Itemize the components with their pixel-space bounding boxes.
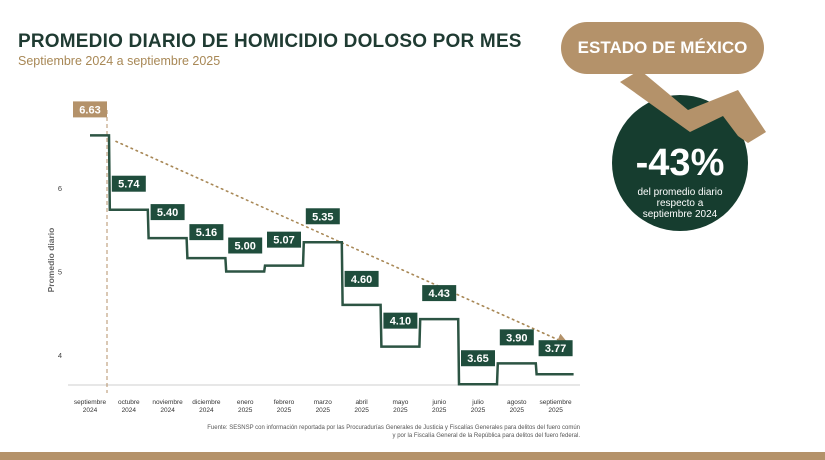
- data-label: 4.43: [428, 288, 449, 300]
- data-label: 5.40: [157, 207, 178, 219]
- x-tick-year: 2024: [122, 407, 137, 414]
- source-note: Fuente: SESNSP con información reportada…: [160, 425, 580, 440]
- x-tick-label: noviembre: [152, 399, 183, 406]
- data-label: 3.65: [467, 353, 488, 365]
- state-badge: ESTADO DE MÉXICO: [561, 22, 764, 74]
- data-label: 5.07: [273, 235, 294, 247]
- x-tick-label: febrero: [274, 399, 295, 406]
- trend-dotted-arrow: [115, 140, 570, 346]
- data-label-box: [538, 340, 573, 357]
- data-label-box: [305, 208, 340, 225]
- bottom-accent-bar: [0, 452, 825, 460]
- kpi-caption-2: respecto a: [657, 198, 704, 209]
- x-tick-label: enero: [237, 399, 254, 406]
- x-tick-year: 2025: [471, 407, 486, 414]
- source-line-1: Fuente: SESNSP con información reportada…: [207, 425, 580, 431]
- y-tick-label: 4: [58, 351, 62, 360]
- data-label-box: [228, 237, 263, 254]
- data-label: 4.60: [351, 274, 372, 286]
- x-tick-label: junio: [431, 399, 446, 406]
- x-tick-label: mayo: [392, 399, 408, 406]
- y-tick-label: 6: [58, 184, 62, 193]
- x-tick-year: 2024: [199, 407, 214, 414]
- x-tick-label: octubre: [118, 399, 140, 406]
- x-tick-year: 2025: [393, 407, 408, 414]
- data-label: 3.77: [545, 343, 566, 355]
- chart-title: PROMEDIO DIARIO DE HOMICIDIO DOLOSO POR …: [18, 31, 522, 52]
- data-label: 5.16: [196, 227, 217, 239]
- y-axis-label: Promedio diario: [46, 228, 56, 293]
- kpi-caption-3: septiembre 2024: [643, 209, 718, 220]
- chart-subtitle: Septiembre 2024 a septiembre 2025: [18, 54, 221, 68]
- data-label: 3.90: [506, 332, 527, 344]
- data-label-box: [499, 329, 534, 346]
- data-label-box: [461, 350, 495, 367]
- kpi-circle: [612, 95, 748, 231]
- data-label-box: [150, 204, 185, 221]
- kpi-caption-1: del promedio diario: [637, 187, 722, 198]
- kpi-value: -43%: [636, 142, 725, 184]
- x-tick-year: 2025: [238, 407, 253, 414]
- data-label-box: [383, 312, 418, 329]
- source-line-2: y por la Fiscalía General de la Repúblic…: [392, 432, 580, 439]
- data-label: 5.00: [234, 241, 255, 253]
- series-step-line: [90, 134, 574, 386]
- x-tick-year: 2024: [160, 407, 175, 414]
- x-tick-year: 2025: [354, 407, 369, 414]
- kpi-decoration: -43% del promedio diario respecto a sept…: [612, 70, 766, 231]
- x-tick-year: 2025: [432, 407, 447, 414]
- x-tick-year: 2025: [277, 407, 292, 414]
- x-tick-year: 2025: [316, 407, 331, 414]
- data-label-box: [267, 231, 301, 248]
- x-tick-year: 2025: [548, 407, 563, 414]
- data-label-box: [422, 285, 457, 302]
- x-tick-label: septiembre: [74, 399, 107, 406]
- x-tick-label: julio: [471, 399, 484, 406]
- x-tick-label: marzo: [314, 399, 332, 406]
- down-arrow-icon: [620, 70, 766, 143]
- data-label-box: [344, 270, 379, 287]
- x-tick-year: 2024: [83, 407, 98, 414]
- data-label: 6.63: [79, 104, 100, 116]
- x-tick-label: diciembre: [192, 399, 221, 406]
- y-tick-label: 5: [58, 268, 62, 277]
- data-label: 5.35: [312, 211, 333, 223]
- state-label: ESTADO DE MÉXICO: [577, 38, 748, 57]
- x-tick-label: agosto: [507, 399, 527, 406]
- x-tick-label: septiembre: [540, 399, 573, 406]
- data-label: 5.74: [118, 179, 140, 191]
- x-tick-label: abril: [355, 399, 368, 406]
- data-label: 4.10: [390, 316, 411, 328]
- data-label-box: [73, 101, 107, 118]
- x-tick-year: 2025: [510, 407, 525, 414]
- data-label-box: [111, 175, 146, 192]
- data-label-box: [189, 224, 224, 241]
